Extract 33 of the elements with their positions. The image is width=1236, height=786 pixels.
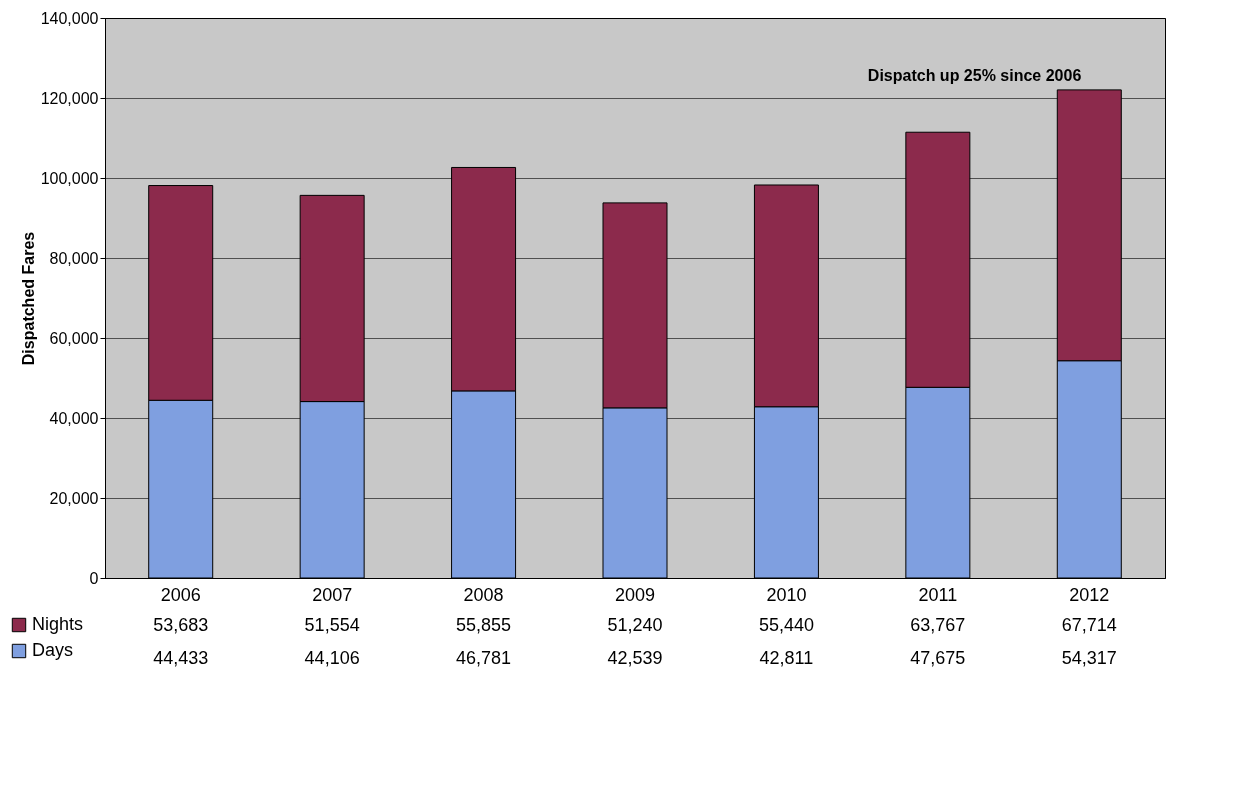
y-tick-label: 0 [89, 569, 99, 587]
y-tick-label: 80,000 [49, 249, 99, 267]
y-tick-label: 140,000 [40, 9, 99, 27]
data-label: 46,781 [456, 648, 512, 668]
y-tick-label: 20,000 [49, 489, 99, 507]
data-label: 67,714 [1061, 615, 1117, 635]
data-label: 51,554 [304, 615, 360, 635]
data-label: 44,433 [153, 648, 209, 668]
legend-label: Nights [32, 614, 84, 634]
data-label: 44,106 [304, 648, 360, 668]
x-tick-label: 2006 [160, 584, 201, 605]
data-label: 63,767 [910, 615, 966, 635]
y-axis-title: Dispatched Fares [19, 231, 37, 366]
y-tick-label: 100,000 [40, 169, 99, 187]
data-label: 42,539 [607, 648, 663, 668]
y-tick-label: 60,000 [49, 329, 99, 347]
x-tick-label: 2011 [918, 584, 958, 605]
data-label: 42,811 [759, 648, 814, 668]
data-label: 47,675 [910, 648, 966, 668]
x-tick-label: 2009 [614, 584, 656, 605]
y-tick-label: 120,000 [40, 89, 99, 107]
data-label: 51,240 [607, 615, 663, 635]
y-tick-label: 40,000 [49, 409, 99, 427]
x-tick-label: 2008 [463, 584, 504, 605]
x-tick-label: 2012 [1069, 584, 1110, 605]
data-label: 55,440 [758, 615, 814, 635]
legend-label: Days [32, 640, 74, 660]
data-label: 54,317 [1061, 648, 1117, 668]
x-tick-label: 2010 [766, 584, 807, 605]
x-tick-label: 2007 [312, 584, 353, 605]
data-label: 53,683 [153, 615, 209, 635]
annotation: Dispatch up 25% since 2006 [867, 66, 1082, 84]
data-label: 55,855 [456, 615, 512, 635]
